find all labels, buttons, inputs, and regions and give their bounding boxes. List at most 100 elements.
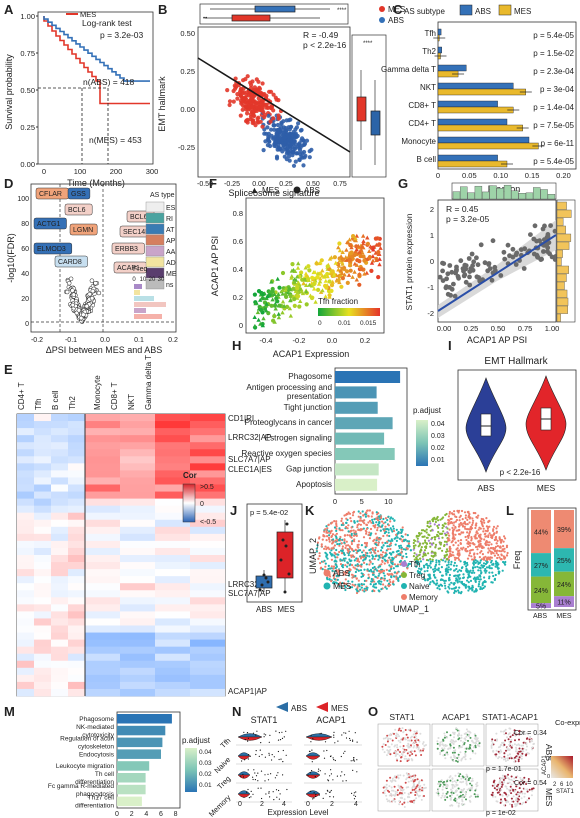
- panel-o-cell: [460, 734, 463, 737]
- panel-k-cell: [435, 559, 438, 562]
- panel-k-cell: [332, 581, 335, 585]
- panel-k-cell: [452, 582, 455, 585]
- panel-k-cell: [463, 511, 467, 514]
- panel-e-cell: [51, 512, 68, 521]
- panel-n-dot: [271, 759, 273, 761]
- panel-e-cell: [85, 470, 120, 478]
- panel-o-cell: [500, 756, 503, 759]
- panel-k-cell: [335, 560, 338, 563]
- panel-e-cell: [68, 477, 85, 485]
- panel-f-point-mes: [283, 285, 289, 290]
- panel-e-cell: [17, 625, 34, 633]
- panel-e-cell: [85, 442, 120, 450]
- panel-e-cell: [120, 470, 155, 478]
- panel-k-cell: [354, 548, 357, 552]
- panel-k-cell: [464, 522, 467, 526]
- panel-g-side-bin: [556, 217, 564, 226]
- panel-k-cell: [332, 565, 336, 568]
- panel-k-cell: [345, 544, 348, 547]
- panel-e-cell: [85, 688, 120, 697]
- panel-f-point-mes: [377, 256, 382, 261]
- panel-k-cell: [477, 578, 480, 581]
- panel-n-dot: [332, 757, 334, 759]
- panel-k-cell: [357, 528, 360, 532]
- panel-k-cell: [407, 542, 410, 545]
- panel-o-cell: [518, 730, 521, 733]
- panel-n-dot: [276, 774, 278, 777]
- panel-n-dot: [317, 770, 319, 772]
- panel-k-cell: [497, 572, 500, 575]
- panel-k-cell: [489, 556, 492, 559]
- panel-e-cell: [68, 547, 85, 556]
- panel-c-row-p: p = 1.5e-02: [533, 49, 574, 58]
- panel-o-cell: [530, 794, 533, 797]
- panel-o-cell: [412, 742, 415, 745]
- panel-k-cell: [438, 560, 441, 563]
- panel-k-cell: [426, 520, 429, 524]
- panel-d-gene-label: ACAP1: [117, 265, 140, 272]
- panel-k-cell: [354, 574, 357, 578]
- panel-o-cell: [395, 734, 398, 737]
- panel-o-cell: [470, 780, 473, 783]
- panel-k-cell: [453, 569, 456, 572]
- panel-f-point-mes: [276, 292, 281, 296]
- panel-d-astype-swatch: [145, 234, 165, 246]
- panel-f-point-abs: [307, 268, 312, 273]
- panel-k-cell: [431, 558, 434, 561]
- panel-g-point: [513, 262, 519, 267]
- panel-e-cell: [120, 428, 155, 436]
- panel-k-cell: [439, 578, 442, 582]
- panel-b-point: [293, 159, 298, 164]
- panel-n-dot: [283, 736, 285, 738]
- panel-k-cell: [333, 554, 336, 557]
- panel-k-cell: [435, 561, 438, 564]
- panel-k-cell: [471, 584, 474, 588]
- panel-o-cell: [451, 787, 454, 790]
- panel-k-cell: [337, 569, 341, 572]
- panel-m-letter: M: [4, 704, 15, 719]
- panel-o-cell: [508, 757, 511, 760]
- panel-f-point-abs: [292, 297, 297, 302]
- panel-e-cell: [155, 442, 190, 450]
- panel-k-cell: [398, 546, 401, 550]
- panel-e-cell: [51, 555, 68, 563]
- panel-k-cell: [343, 582, 346, 585]
- panel-k-cell: [353, 540, 356, 543]
- panel-k-cell: [386, 534, 389, 537]
- panel-k-cell: [368, 563, 371, 566]
- panel-b-point: [233, 76, 238, 81]
- panel-k-cell: [436, 534, 439, 538]
- panel-k-cell: [346, 534, 349, 537]
- panel-n-dot: [241, 760, 243, 762]
- panel-n-dot: [318, 794, 320, 796]
- panel-k-cell: [496, 556, 499, 560]
- panel-d-astype-label: AD: [166, 260, 176, 267]
- panel-e-cell: [51, 604, 68, 612]
- panel-k-cell: [454, 520, 457, 523]
- panel-f-point-mes: [361, 239, 366, 243]
- panel-e-cell: [34, 625, 51, 633]
- panel-o-cell: [406, 801, 409, 804]
- panel-e-cell: [120, 547, 155, 556]
- panel-d-point: [66, 280, 72, 286]
- panel-k-cell: [421, 555, 424, 558]
- panel-k-cell: [470, 536, 473, 539]
- panel-k-cell: [400, 530, 403, 533]
- panel-o-cell: [457, 772, 460, 775]
- panel-e-cell: [17, 646, 34, 655]
- panel-f-point-abs: [376, 250, 381, 255]
- panel-k-cell: [391, 581, 394, 584]
- panel-k-cell: [423, 570, 426, 573]
- panel-k-cell: [415, 553, 418, 556]
- panel-n-dot: [345, 732, 347, 734]
- panel-e-cell: [190, 646, 225, 655]
- panel-k-cell: [431, 560, 434, 563]
- panel-k-cell: [406, 567, 409, 570]
- panel-k-cell: [368, 537, 371, 540]
- panel-k-cell: [382, 583, 385, 586]
- panel-m-xtick: 0: [115, 811, 119, 818]
- panel-k-cell: [392, 583, 395, 586]
- panel-k-cell: [415, 558, 418, 561]
- panel-n-dot: [244, 759, 246, 761]
- panel-k-cell: [371, 562, 374, 565]
